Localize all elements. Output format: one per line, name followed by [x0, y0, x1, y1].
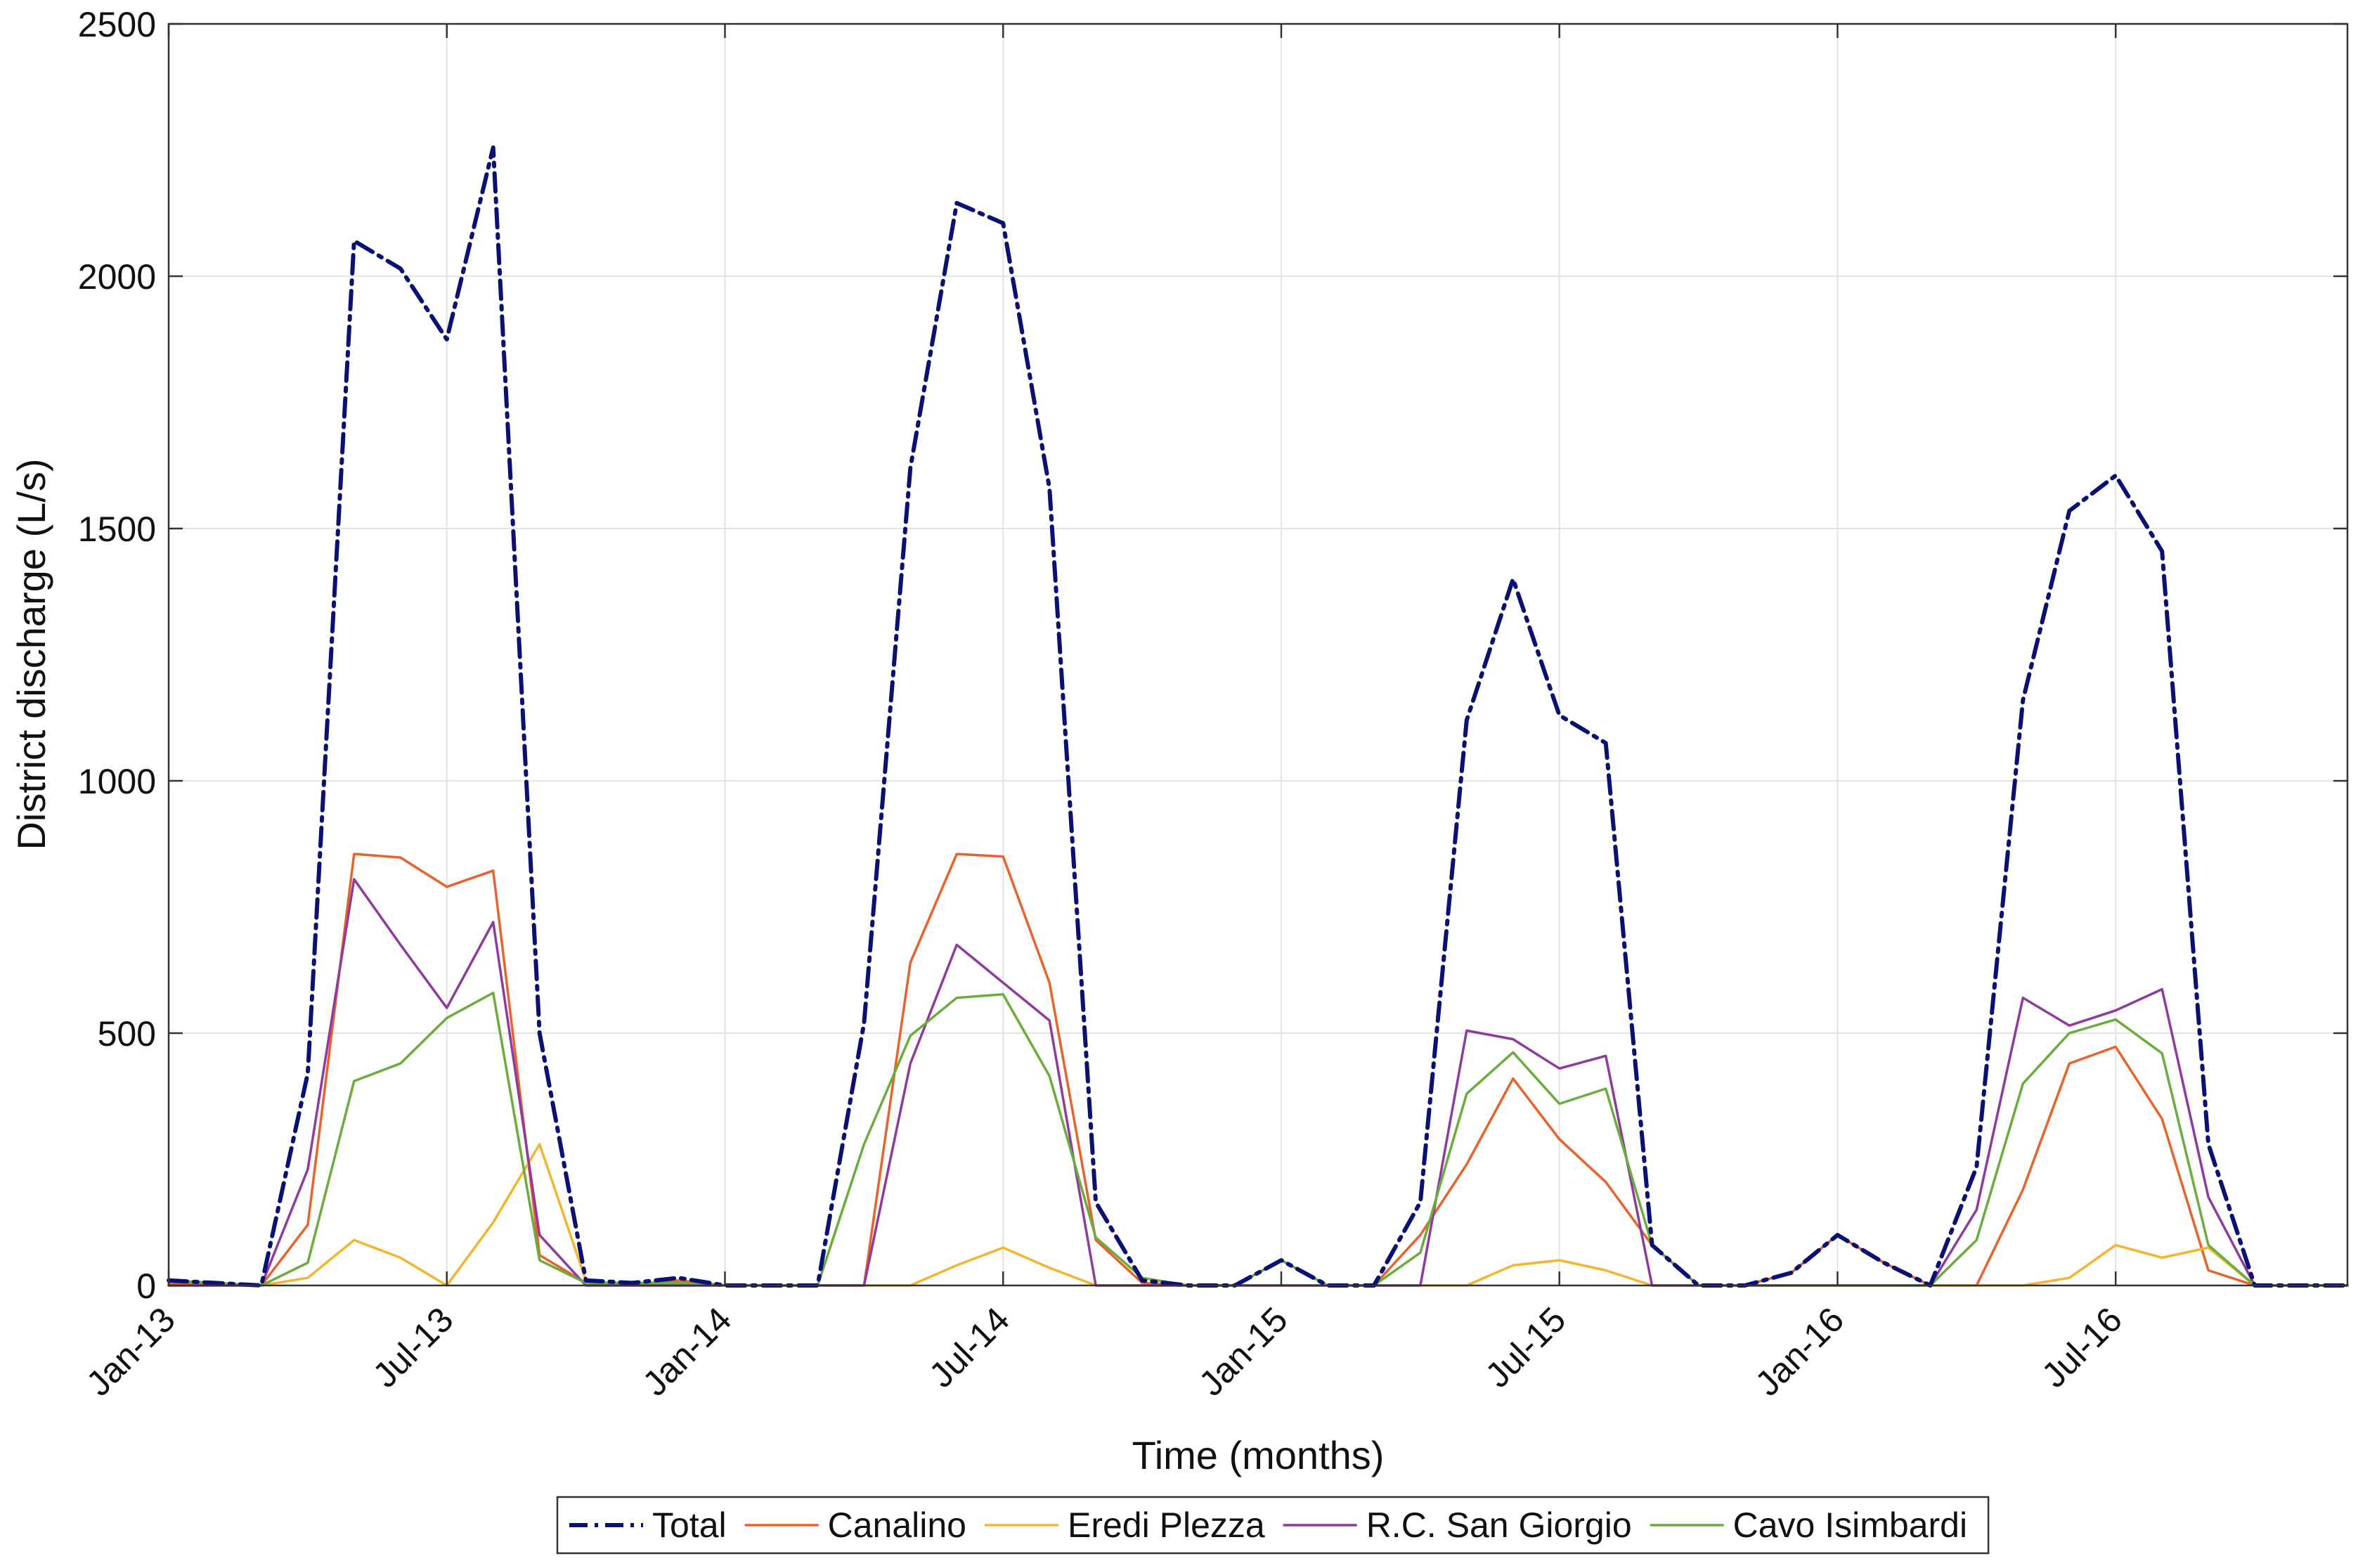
legend-entry: R.C. San Giorgio — [1283, 1505, 1632, 1545]
legend-label: Canalino — [828, 1505, 966, 1545]
x-tick-label: Jan-15 — [1191, 1300, 1295, 1404]
legend-entry: Total — [569, 1505, 727, 1545]
y-tick-label: 1000 — [78, 762, 156, 801]
x-tick-label: Jan-14 — [635, 1300, 739, 1404]
grid — [168, 23, 2347, 1286]
legend: Total Canalino Eredi Plezza R.C. San Giorgi… — [556, 1496, 1990, 1555]
x-tick-label: Jan-16 — [1748, 1300, 1852, 1404]
x-axis-title: Time (months) — [1132, 1433, 1385, 1477]
x-tick-label: Jan-13 — [79, 1300, 183, 1404]
legend-label: R.C. San Giorgio — [1366, 1505, 1632, 1545]
plot-frame — [167, 22, 2349, 1287]
legend-entry: Canalino — [744, 1505, 966, 1545]
series-line-total — [167, 145, 2350, 1288]
legend-label: Cavo Isimbardi — [1733, 1505, 1967, 1545]
x-tick-label: Jul-13 — [365, 1300, 461, 1395]
y-tick-label: 2500 — [78, 5, 156, 44]
y-ticks: 0 500 1000 1500 2000 2500 — [78, 5, 2347, 1306]
x-tick-label: Jul-14 — [921, 1300, 1017, 1395]
y-axis-title: District discharge (L/s) — [9, 458, 53, 850]
legend-entry: Cavo Isimbardi — [1650, 1505, 1967, 1545]
y-tick-label: 500 — [98, 1014, 156, 1054]
legend-label: Total — [652, 1505, 727, 1545]
x-tick-label: Jul-16 — [2034, 1300, 2130, 1395]
y-tick-label: 2000 — [78, 257, 156, 297]
legend-label: Eredi Plezza — [1068, 1505, 1265, 1545]
y-tick-label: 0 — [136, 1266, 156, 1306]
legend-entry: Eredi Plezza — [985, 1505, 1265, 1545]
x-tick-label: Jul-15 — [1478, 1300, 1574, 1395]
y-tick-label: 1500 — [78, 510, 156, 549]
